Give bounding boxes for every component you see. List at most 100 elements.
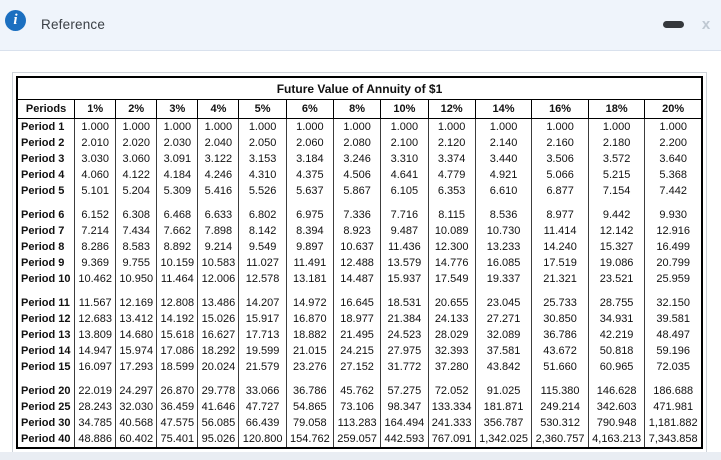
spacer-cell [197, 287, 240, 295]
value-cell: 59.196 [644, 343, 703, 359]
value-cell: 8.583 [115, 239, 158, 255]
period-row: Period 1 1.000 1.000 1.000 1.000 1.000 1.000 1.… [16, 118, 703, 135]
value-cell: 1.000 [156, 118, 199, 135]
spacer-cell [16, 199, 76, 207]
value-cell: 1.000 [197, 118, 240, 135]
table-title: Future Value of Annuity of $1 [16, 76, 703, 100]
value-cell: 6.633 [197, 207, 240, 223]
value-cell: 2.050 [238, 135, 287, 151]
value-cell: 23.521 [587, 271, 646, 287]
rate-column-header: 6% [285, 99, 334, 119]
value-cell: 259.057 [332, 431, 382, 448]
spacer-cell [644, 375, 703, 383]
value-cell: 5.309 [156, 183, 199, 199]
spacer-cell [474, 199, 533, 207]
value-cell: 10.159 [156, 255, 199, 271]
value-cell: 26.870 [156, 383, 199, 399]
value-cell: 7.898 [197, 223, 240, 239]
value-cell: 20.655 [427, 295, 476, 311]
value-cell: 15.937 [380, 271, 429, 287]
spacer-cell [587, 287, 646, 295]
rate-column-header: 18% [587, 99, 646, 119]
value-cell: 3.153 [238, 151, 287, 167]
value-cell: 113.283 [332, 415, 382, 431]
value-cell: 15.974 [115, 343, 158, 359]
value-cell: 442.593 [380, 431, 429, 448]
value-cell: 18.599 [156, 359, 199, 375]
spacer-cell [531, 287, 589, 295]
value-cell: 5.215 [587, 167, 646, 183]
value-cell: 22.019 [74, 383, 117, 399]
value-cell: 28.243 [74, 399, 117, 415]
value-cell: 5.368 [644, 167, 703, 183]
value-cell: 4.375 [285, 167, 334, 183]
spacer-cell [332, 287, 382, 295]
value-cell: 1.000 [587, 118, 646, 135]
value-cell: 13.181 [285, 271, 334, 287]
minimize-icon[interactable] [663, 21, 684, 28]
reference-content: Future Value of Annuity of $1 Periods 1% 2… [0, 52, 721, 460]
value-cell: 13.579 [380, 255, 429, 271]
value-cell: 32.393 [427, 343, 476, 359]
value-cell: 47.575 [156, 415, 199, 431]
value-cell: 75.401 [156, 431, 199, 448]
value-cell: 2.160 [531, 135, 589, 151]
spacer-cell [74, 199, 117, 207]
value-cell: 4.641 [380, 167, 429, 183]
value-cell: 60.402 [115, 431, 158, 448]
value-cell: 5.526 [238, 183, 287, 199]
value-cell: 6.353 [427, 183, 476, 199]
value-cell: 11.414 [531, 223, 589, 239]
value-cell: 60.965 [587, 359, 646, 375]
spacer-cell [644, 287, 703, 295]
value-cell: 7.434 [115, 223, 158, 239]
value-cell: 32.150 [644, 295, 703, 311]
value-cell: 24.297 [115, 383, 158, 399]
value-cell: 79.058 [285, 415, 334, 431]
value-cell: 50.818 [587, 343, 646, 359]
value-cell: 32.030 [115, 399, 158, 415]
value-cell: 1.000 [427, 118, 476, 135]
value-cell: 30.850 [531, 311, 589, 327]
close-icon[interactable]: x [697, 14, 715, 36]
window-header: i Reference x [0, 0, 721, 51]
value-cell: 21.015 [285, 343, 334, 359]
value-cell: 7.214 [74, 223, 117, 239]
spacer-cell [238, 199, 287, 207]
value-cell: 37.581 [474, 343, 533, 359]
spacer-cell [427, 199, 476, 207]
period-row: Period 20 22.019 24.297 26.870 29.778 33.066 3… [16, 383, 703, 399]
rate-column-header: 3% [156, 99, 199, 119]
value-cell: 164.494 [380, 415, 429, 431]
spacer-cell [380, 199, 429, 207]
spacer-cell [285, 287, 334, 295]
period-row: Period 7 7.214 7.434 7.662 7.898 8.142 8.394 8.… [16, 223, 703, 239]
value-cell: 54.865 [285, 399, 334, 415]
value-cell: 19.599 [238, 343, 287, 359]
value-cell: 5.637 [285, 183, 334, 199]
value-cell: 11.491 [285, 255, 334, 271]
spacer-cell [156, 287, 199, 295]
group-spacer-row [16, 287, 703, 295]
value-cell: 39.581 [644, 311, 703, 327]
value-cell: 133.334 [427, 399, 476, 415]
value-cell: 4.921 [474, 167, 533, 183]
period-label: Period 13 [16, 327, 76, 343]
value-cell: 4.246 [197, 167, 240, 183]
value-cell: 2.020 [115, 135, 158, 151]
spacer-cell [115, 375, 158, 383]
value-cell: 8.536 [474, 207, 533, 223]
value-cell: 9.369 [74, 255, 117, 271]
value-cell: 43.842 [474, 359, 533, 375]
rate-column-header: 14% [474, 99, 533, 119]
value-cell: 16.870 [285, 311, 334, 327]
value-cell: 51.660 [531, 359, 589, 375]
rate-column-header: 5% [238, 99, 287, 119]
info-icon: i [5, 10, 26, 31]
value-cell: 471.981 [644, 399, 703, 415]
value-cell: 12.488 [332, 255, 382, 271]
value-cell: 3.310 [380, 151, 429, 167]
value-cell: 249.214 [531, 399, 589, 415]
value-cell: 12.683 [74, 311, 117, 327]
value-cell: 6.610 [474, 183, 533, 199]
